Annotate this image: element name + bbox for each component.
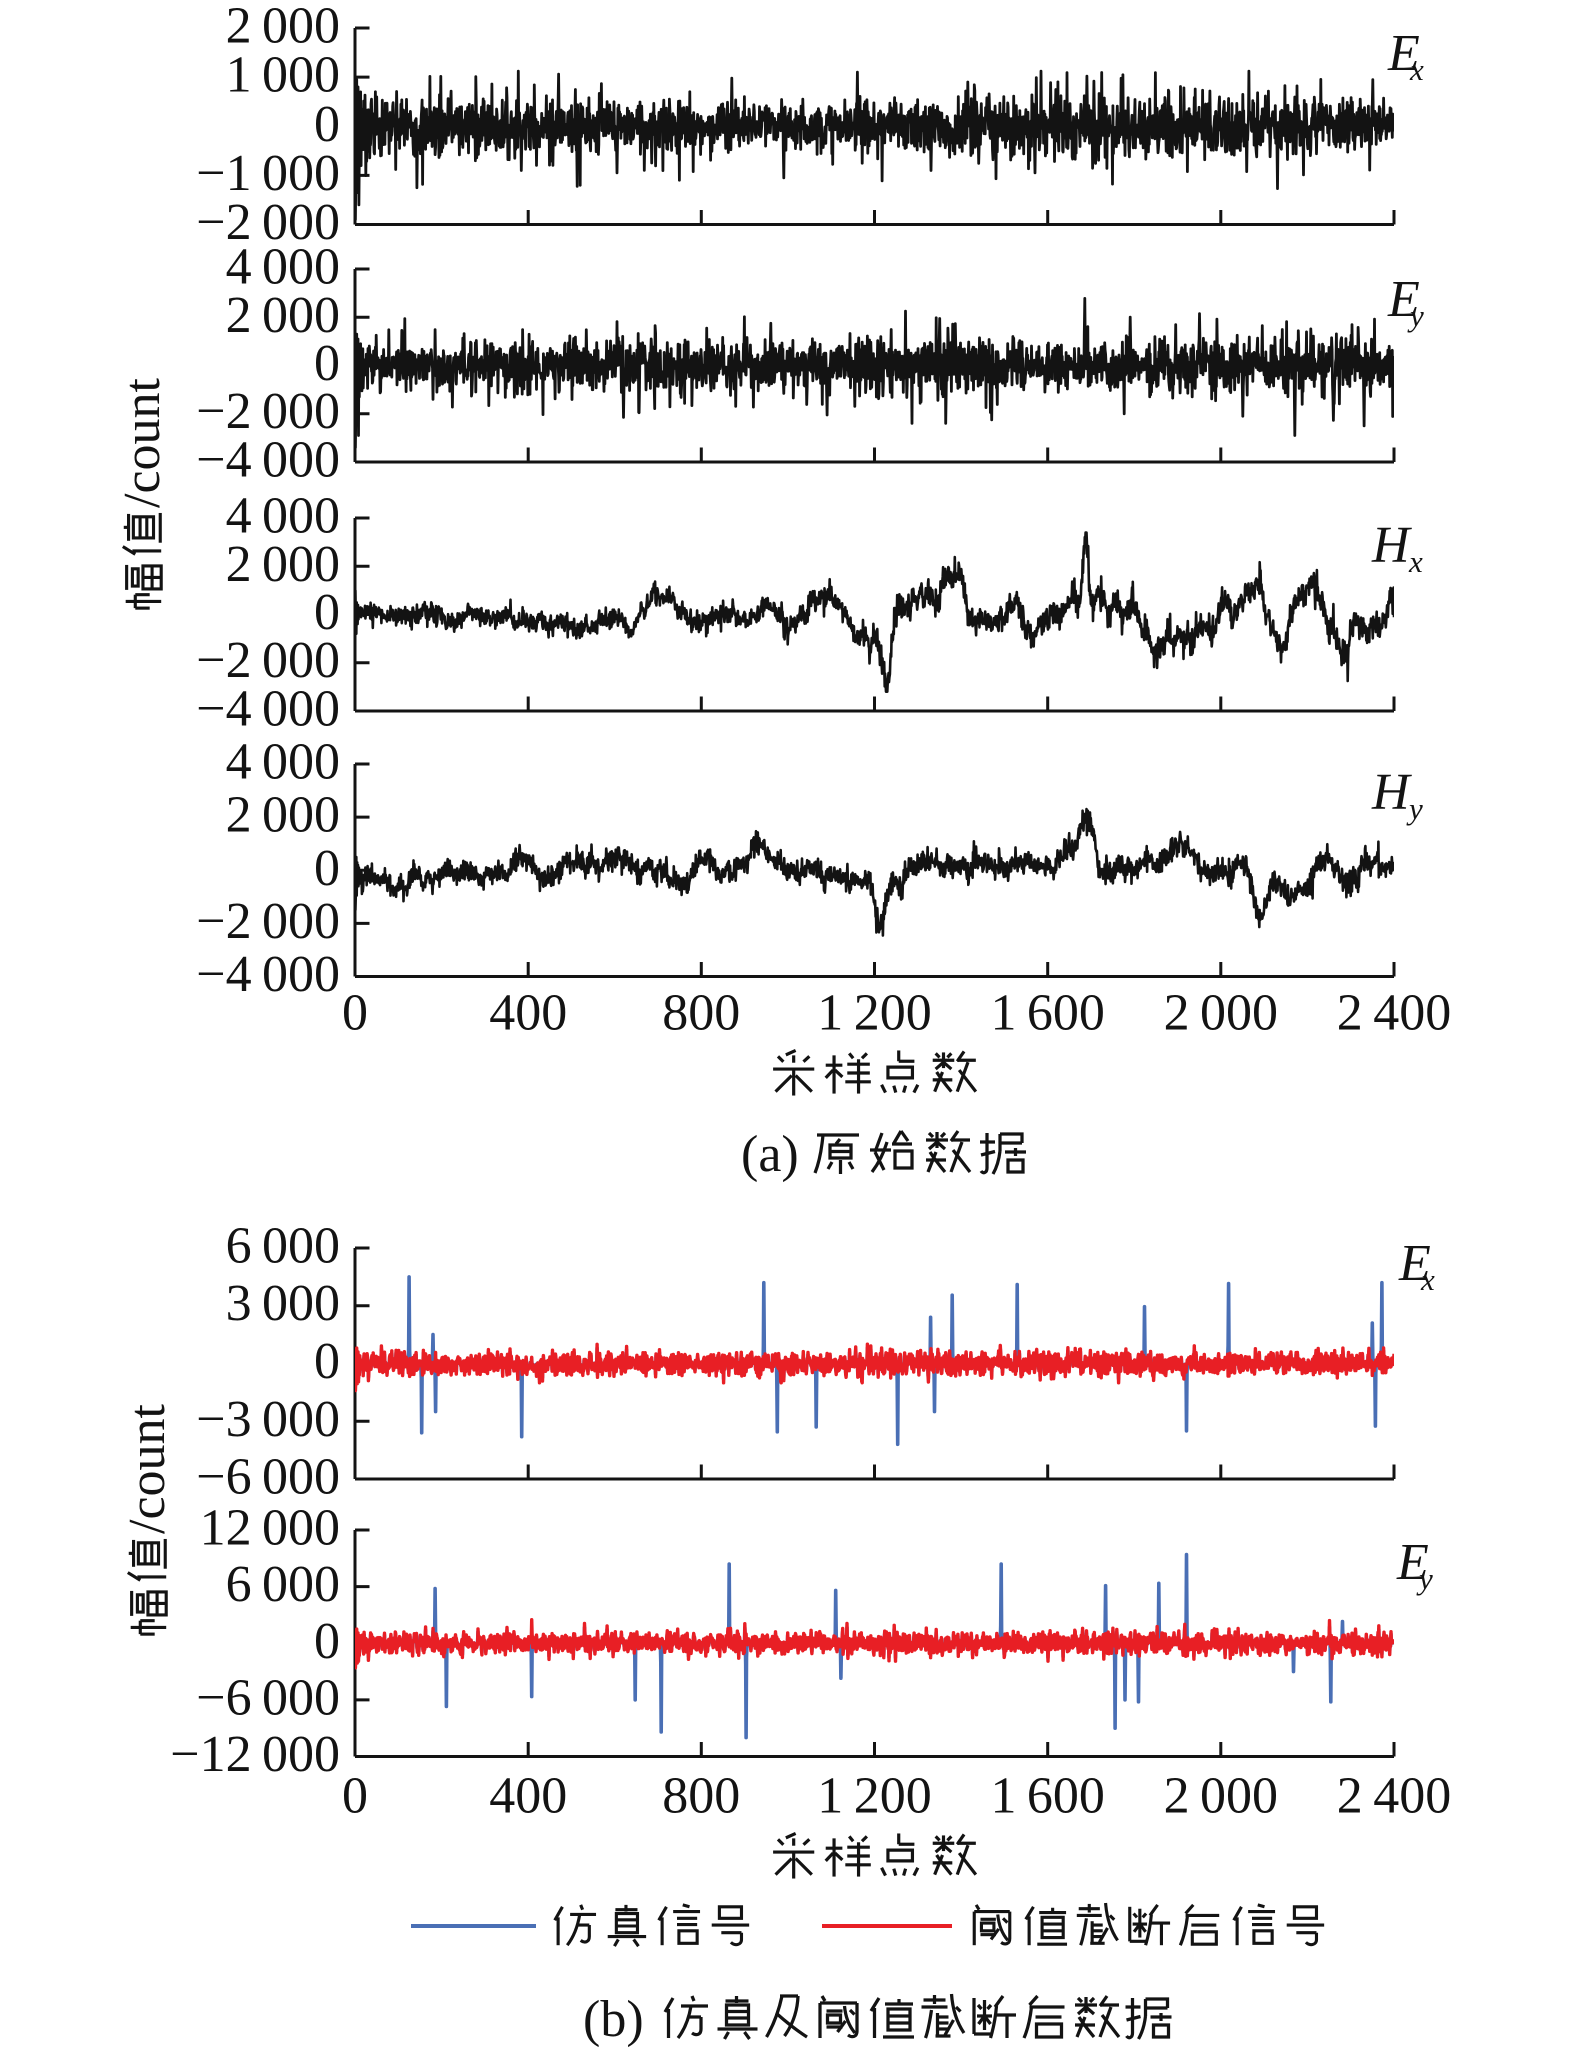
svg-text:4 000: 4 000 xyxy=(226,239,340,296)
svg-text:−2 000: −2 000 xyxy=(196,632,340,689)
svg-text:−6 000: −6 000 xyxy=(196,1669,340,1726)
svg-text:0: 0 xyxy=(342,985,368,1042)
svg-text:1 000: 1 000 xyxy=(226,47,340,104)
svg-text:2 000: 2 000 xyxy=(226,287,340,344)
svg-text:H: H xyxy=(1371,517,1412,574)
svg-text:E: E xyxy=(1398,1235,1431,1292)
svg-text:2 400: 2 400 xyxy=(1337,1768,1451,1825)
svg-text:−12 000: −12 000 xyxy=(170,1726,340,1783)
svg-text:−3 000: −3 000 xyxy=(196,1391,340,1448)
svg-text:2 000: 2 000 xyxy=(226,0,340,55)
svg-text:−4 000: −4 000 xyxy=(196,946,340,1003)
svg-text:2 400: 2 400 xyxy=(1337,985,1451,1042)
svg-text:(b): (b) xyxy=(583,1991,644,2048)
svg-text:2 000: 2 000 xyxy=(1164,985,1278,1042)
svg-text:400: 400 xyxy=(489,985,567,1042)
svg-text:y: y xyxy=(1416,1561,1433,1596)
svg-text:800: 800 xyxy=(662,1768,740,1825)
svg-text:400: 400 xyxy=(489,1768,567,1825)
svg-text:2 000: 2 000 xyxy=(226,536,340,593)
svg-text:0: 0 xyxy=(342,1768,368,1825)
svg-text:0: 0 xyxy=(314,1613,340,1670)
svg-text:1 600: 1 600 xyxy=(990,1768,1104,1825)
svg-text:−6 000: −6 000 xyxy=(196,1449,340,1506)
svg-text:y: y xyxy=(1406,791,1423,826)
svg-text:0: 0 xyxy=(314,335,340,392)
svg-text:0: 0 xyxy=(314,96,340,153)
svg-text:0: 0 xyxy=(314,840,340,897)
svg-text:1 200: 1 200 xyxy=(817,985,931,1042)
svg-text:E: E xyxy=(1387,25,1420,82)
svg-text:E: E xyxy=(1387,271,1420,328)
svg-text:/count: /count xyxy=(114,377,171,508)
svg-text:y: y xyxy=(1407,298,1424,333)
svg-text:(a): (a) xyxy=(741,1126,799,1183)
svg-text:3 000: 3 000 xyxy=(226,1275,340,1332)
svg-text:2 000: 2 000 xyxy=(226,787,340,844)
svg-text:H: H xyxy=(1371,764,1412,821)
svg-text:0: 0 xyxy=(314,584,340,641)
svg-text:800: 800 xyxy=(662,985,740,1042)
svg-text:x: x xyxy=(1420,1262,1435,1297)
svg-text:−4 000: −4 000 xyxy=(196,432,340,489)
svg-text:−2 000: −2 000 xyxy=(196,194,340,251)
svg-text:−1 000: −1 000 xyxy=(196,145,340,202)
svg-text:6 000: 6 000 xyxy=(226,1556,340,1613)
svg-text:12 000: 12 000 xyxy=(200,1500,340,1557)
svg-text:4 000: 4 000 xyxy=(226,734,340,791)
svg-text:−2 000: −2 000 xyxy=(196,383,340,440)
svg-text:−2 000: −2 000 xyxy=(196,893,340,950)
svg-text:x: x xyxy=(1409,52,1424,87)
svg-text:−4 000: −4 000 xyxy=(196,681,340,738)
svg-text:0: 0 xyxy=(314,1333,340,1390)
svg-text:E: E xyxy=(1396,1534,1429,1591)
svg-text:/count: /count xyxy=(119,1403,176,1534)
svg-text:4 000: 4 000 xyxy=(226,488,340,545)
svg-text:6 000: 6 000 xyxy=(226,1218,340,1275)
svg-text:x: x xyxy=(1408,544,1423,579)
svg-text:2 000: 2 000 xyxy=(1164,1768,1278,1825)
svg-text:1 200: 1 200 xyxy=(817,1768,931,1825)
svg-text:1 600: 1 600 xyxy=(990,985,1104,1042)
